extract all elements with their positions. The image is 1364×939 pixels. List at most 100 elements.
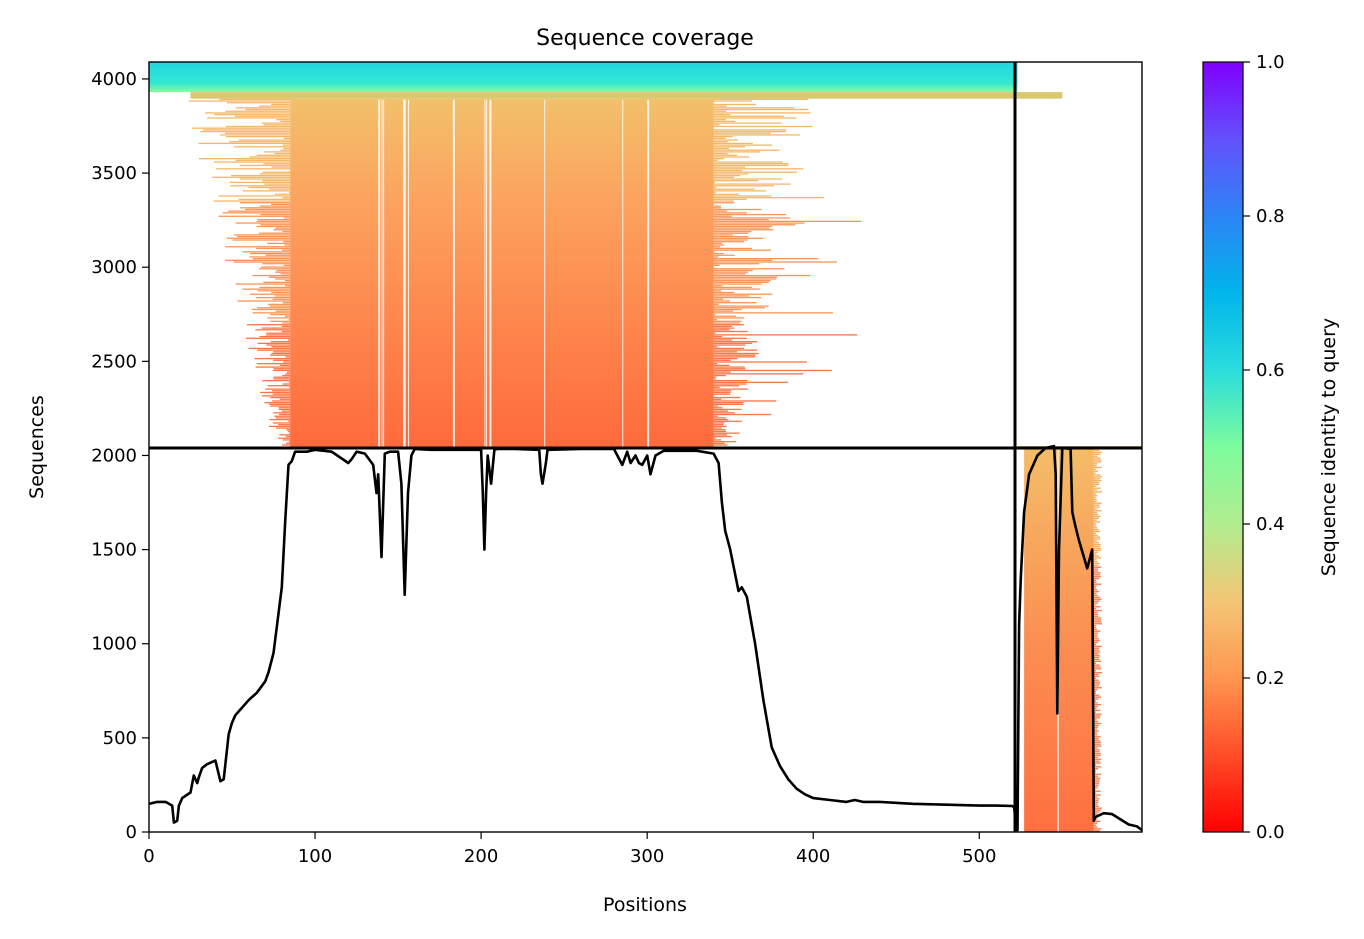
msa-row-right bbox=[713, 124, 720, 126]
msa-row-chainb bbox=[1093, 722, 1102, 725]
msa-row-chainb bbox=[1093, 683, 1101, 685]
msa-row-right bbox=[713, 100, 752, 102]
msa-row-right bbox=[713, 166, 746, 168]
msa-row-left bbox=[284, 244, 291, 246]
msa-row-left bbox=[264, 183, 291, 185]
msa-row-chainb bbox=[1093, 658, 1100, 661]
msa-row-right bbox=[713, 308, 742, 311]
msa-row-right bbox=[713, 178, 782, 180]
msa-row-right bbox=[713, 412, 735, 414]
msa-row-left bbox=[285, 373, 291, 375]
msa-row-chainb bbox=[1093, 457, 1101, 459]
msa-row-left bbox=[260, 224, 291, 226]
msa-row-left bbox=[282, 444, 291, 446]
msa-row-chainb bbox=[1093, 820, 1101, 823]
msa-row-left bbox=[275, 193, 291, 195]
msa-row-right bbox=[713, 127, 715, 129]
msa-row-right bbox=[713, 125, 813, 128]
msa-row-chainb bbox=[1093, 632, 1099, 634]
msa-row-left bbox=[218, 215, 291, 217]
msa-row-chainb bbox=[1093, 557, 1102, 559]
msa-row-left bbox=[265, 254, 291, 256]
msa-row-chainb bbox=[1093, 807, 1102, 809]
msa-row-chainb bbox=[1093, 511, 1098, 514]
msa-row-right bbox=[713, 191, 716, 194]
gap-column bbox=[408, 99, 410, 448]
colorbar-tick-label: 0.2 bbox=[1256, 668, 1285, 689]
msa-row-right bbox=[713, 108, 809, 111]
msa-row-right bbox=[713, 315, 737, 317]
msa-row-chainb bbox=[1093, 517, 1099, 519]
colorbar-tick-label: 0.0 bbox=[1256, 822, 1285, 843]
msa-row-chainb bbox=[1093, 685, 1099, 687]
msa-row-left bbox=[288, 191, 291, 194]
msa-row-chainb bbox=[1093, 525, 1097, 527]
msa-row-right bbox=[713, 173, 749, 175]
msa-row-left bbox=[282, 383, 291, 385]
msa-row-right bbox=[713, 329, 730, 331]
msa-row-right bbox=[713, 237, 764, 239]
msa-row-right bbox=[713, 241, 744, 243]
y-tick-label: 1500 bbox=[91, 540, 137, 561]
msa-row-left bbox=[261, 266, 291, 268]
msa-row-left bbox=[280, 364, 291, 367]
msa-row-left bbox=[261, 395, 291, 397]
colorbar-tick-label: 1.0 bbox=[1256, 52, 1285, 73]
msa-row-chainb bbox=[1093, 796, 1098, 798]
msa-row-chainb bbox=[1093, 560, 1098, 563]
msa-row-right bbox=[713, 398, 722, 400]
gap-column bbox=[544, 99, 546, 448]
msa-row-left bbox=[273, 412, 291, 414]
msa-row-right bbox=[713, 373, 804, 375]
msa-row-right bbox=[713, 249, 772, 251]
msa-row-right bbox=[713, 339, 733, 341]
msa-row-left bbox=[289, 432, 291, 434]
msa-row-right bbox=[713, 224, 796, 226]
msa-row-left bbox=[285, 285, 291, 287]
msa-row-left bbox=[283, 217, 291, 219]
y-tick-label: 0 bbox=[126, 822, 137, 843]
msa-row-right bbox=[713, 151, 761, 153]
msa-row-right bbox=[713, 135, 733, 138]
colorbar-ticks: 0.0 0.2 0.4 0.6 0.8 1.0 bbox=[1243, 52, 1285, 843]
msa-row-left bbox=[255, 366, 291, 368]
msa-row-chainb bbox=[1093, 543, 1101, 546]
msa-row-right bbox=[713, 430, 727, 433]
msa-row-left bbox=[238, 198, 291, 200]
msa-row-left bbox=[282, 374, 291, 377]
msa-row-left bbox=[272, 393, 291, 395]
msa-row-left bbox=[282, 361, 291, 363]
msa-row-chainb bbox=[1093, 656, 1100, 659]
msa-row-right bbox=[713, 129, 787, 131]
msa-row-chainb bbox=[1093, 798, 1100, 800]
msa-row-chainb bbox=[1093, 826, 1098, 828]
msa-row-left bbox=[281, 330, 291, 333]
msa-row-right bbox=[713, 403, 744, 405]
msa-row-right bbox=[713, 115, 784, 117]
y-axis-label: Sequences bbox=[26, 395, 48, 499]
msa-row-left bbox=[280, 273, 291, 275]
msa-row-chainb bbox=[1093, 534, 1098, 536]
msa-row-right bbox=[713, 174, 741, 177]
msa-row-chainb bbox=[1093, 547, 1102, 550]
msa-row-right bbox=[713, 261, 837, 263]
gap-column bbox=[383, 99, 385, 448]
coverage-line-layer bbox=[149, 444, 1142, 832]
msa-row-left bbox=[212, 176, 291, 178]
msa-row-chainb bbox=[1093, 621, 1102, 623]
msa-row-left bbox=[202, 129, 291, 131]
msa-row-right bbox=[713, 234, 733, 236]
msa-row-right bbox=[713, 296, 762, 299]
msa-row-left bbox=[250, 293, 291, 295]
msa-row-chainb bbox=[1093, 751, 1100, 753]
msa-row-chainb bbox=[1093, 647, 1100, 649]
msa-row-right bbox=[713, 254, 735, 256]
gap-column bbox=[1017, 447, 1025, 832]
msa-row-left bbox=[288, 420, 291, 422]
msa-row-chainb bbox=[1093, 803, 1098, 806]
msa-row-left bbox=[252, 312, 291, 314]
msa-row-right bbox=[713, 435, 732, 438]
msa-row-left bbox=[270, 354, 291, 356]
msa-row-chainb bbox=[1093, 566, 1102, 568]
msa-row-chainb bbox=[1093, 532, 1097, 535]
